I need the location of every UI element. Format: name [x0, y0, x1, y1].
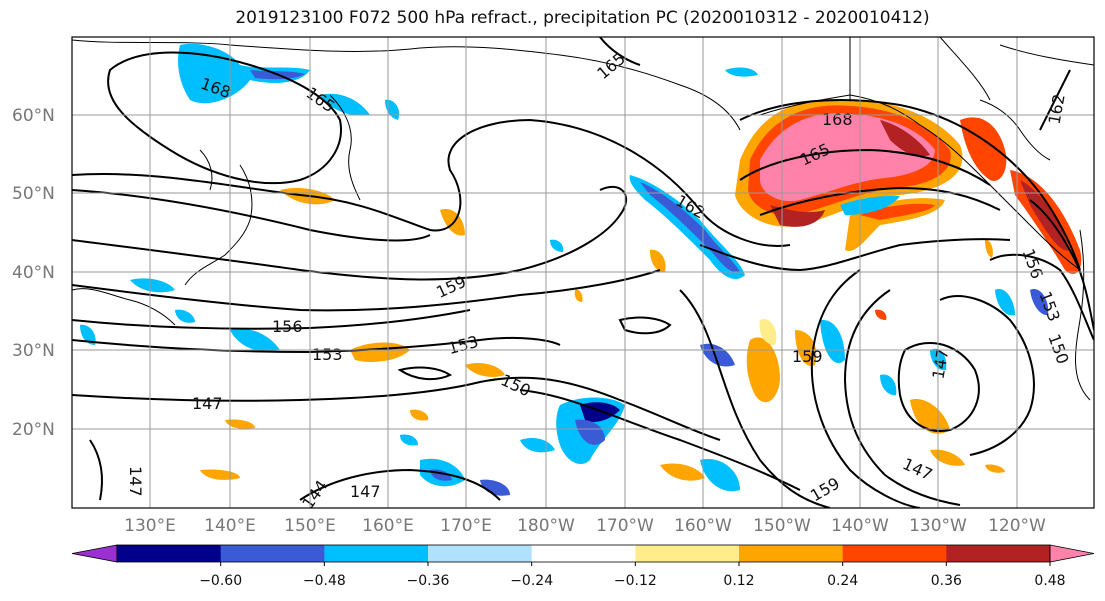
- lon-label: 180°W: [517, 516, 575, 536]
- plot-frame: [71, 36, 1095, 509]
- lon-label: 140°E: [204, 516, 256, 536]
- contour-label: 168: [822, 110, 853, 129]
- contour-label: 153: [312, 345, 343, 364]
- colorbar: [71, 544, 1095, 563]
- contour-label: 156: [272, 317, 303, 336]
- lon-label: 130°E: [124, 516, 176, 536]
- lat-label: 20°N: [12, 420, 55, 440]
- colorbar-tick-label: 0.12: [723, 573, 754, 589]
- map-title: 2019123100 F072 500 hPa refract., precip…: [235, 8, 930, 28]
- colorbar-swatch: [428, 545, 533, 562]
- colorbar-tick-label: −0.48: [303, 573, 346, 589]
- colorbar-swatch: [635, 545, 740, 562]
- colorbar-swatch: [220, 545, 325, 562]
- lon-label: 120°W: [988, 516, 1046, 536]
- contour-label: 147: [350, 482, 381, 501]
- colorbar-swatch: [117, 545, 222, 562]
- lon-label: 160°W: [674, 516, 732, 536]
- colorbar-tick-label: −0.60: [199, 573, 242, 589]
- colorbar-swatch: [531, 545, 636, 562]
- lon-label: 140°W: [831, 516, 889, 536]
- colorbar-swatch: [739, 545, 844, 562]
- colorbar-swatch: [842, 545, 947, 562]
- colorbar-tick-label: 0.24: [827, 573, 858, 589]
- lon-label: 150°E: [284, 516, 336, 536]
- lon-label: 170°W: [596, 516, 654, 536]
- lon-label: 160°E: [362, 516, 414, 536]
- colorbar-extend-max: [1049, 544, 1095, 563]
- refractivity-contours: [72, 37, 1094, 508]
- coastlines: [72, 37, 1094, 401]
- colorbar-tick-label: 0.36: [931, 573, 962, 589]
- colorbar-frame: [116, 544, 1051, 563]
- colorbar-tick-label: −0.36: [407, 573, 450, 589]
- lat-label: 60°N: [12, 106, 55, 126]
- colorbar-swatch: [324, 545, 429, 562]
- lat-label: 30°N: [12, 341, 55, 361]
- colorbar-extend-min: [71, 544, 118, 563]
- colorbar-swatch: [946, 545, 1051, 562]
- latitude-labels: 60°N 50°N 40°N 30°N 20°N: [12, 106, 55, 440]
- colorbar-labels: −0.60 −0.48 −0.36 −0.24 −0.12 0.12 0.24 0.36 0.4…: [199, 562, 1066, 589]
- colorbar-tick-label: −0.24: [510, 573, 553, 589]
- contour-label: 147: [126, 466, 145, 497]
- colorbar-tick-label: 0.48: [1034, 573, 1065, 589]
- lon-label: 170°E: [440, 516, 492, 536]
- lon-label: 130°W: [909, 516, 967, 536]
- lon-label: 150°W: [753, 516, 811, 536]
- contour-label: 159: [792, 347, 823, 366]
- graticule: [72, 37, 1094, 508]
- colorbar-tick-label: −0.12: [614, 573, 657, 589]
- longitude-labels: 130°E 140°E 150°E 160°E 170°E 180°W 170°…: [124, 516, 1046, 536]
- contour-label: 147: [192, 394, 223, 413]
- lat-label: 40°N: [12, 263, 55, 283]
- lat-label: 50°N: [12, 184, 55, 204]
- precip-negative-shading: [80, 43, 1049, 496]
